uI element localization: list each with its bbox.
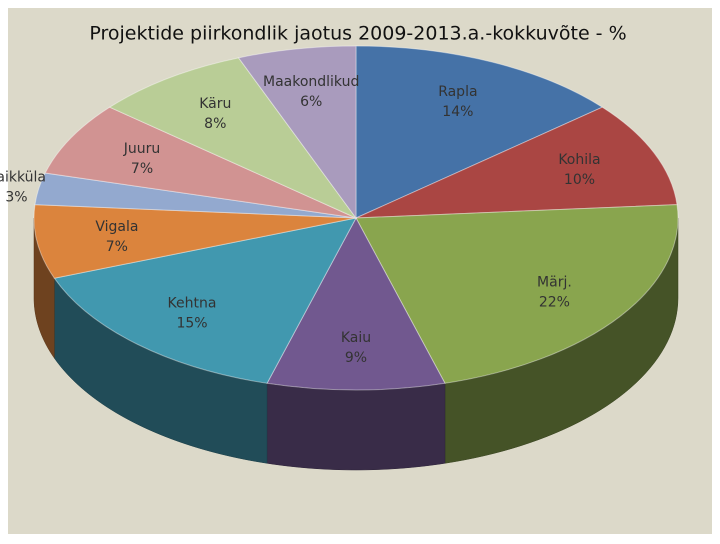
slice <box>266 216 446 391</box>
slice <box>34 172 357 219</box>
slice-label-name: Raikküla <box>0 170 46 186</box>
slice-label-value: 9% <box>345 350 367 366</box>
slice-side <box>266 383 446 471</box>
slice <box>33 204 357 279</box>
slice-label-value: 6% <box>300 94 322 110</box>
slice <box>355 204 679 384</box>
slice-label-name: Juuru <box>123 141 161 157</box>
slice <box>44 106 357 219</box>
slice-label-name: Rapla <box>438 84 477 100</box>
slice-label-value: 14% <box>442 104 473 120</box>
slice-label-name: Märj. <box>537 275 572 291</box>
slice-label-value: 7% <box>106 239 128 255</box>
slice <box>355 106 678 219</box>
chart-title: Projektide piirkondlik jaotus 2009-2013.… <box>89 23 626 45</box>
slice-label-value: 7% <box>131 161 153 177</box>
slice <box>53 217 357 384</box>
slice <box>237 45 357 220</box>
slice-label-name: Käru <box>199 96 231 112</box>
slice-label-value: 22% <box>539 295 570 311</box>
slice-label-name: Vigala <box>95 219 138 235</box>
slice-label-name: Kohila <box>558 152 600 168</box>
slice-label-value: 10% <box>564 172 595 188</box>
slice-label-value: 8% <box>204 116 226 132</box>
slice-label-value: 3% <box>5 190 27 206</box>
slice <box>108 57 358 220</box>
slice-label-name: Maakondlikud <box>263 74 359 90</box>
slice-label-value: 15% <box>176 316 207 332</box>
slice <box>355 45 604 219</box>
slice-label-name: Kaiu <box>341 330 371 346</box>
slice-label-name: Kehtna <box>168 296 217 312</box>
